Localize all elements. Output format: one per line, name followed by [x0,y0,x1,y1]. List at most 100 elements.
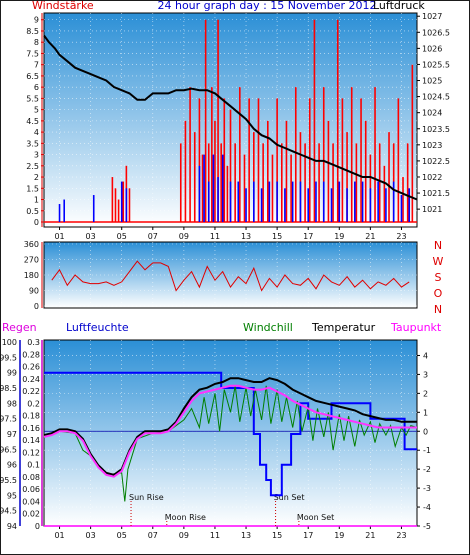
x-tick-label: 21 [365,531,375,540]
compass-label: O [434,287,443,300]
wind-axis-tick-label: 6.5 [26,72,39,81]
sun-moon-marker-label: Sun Set [274,493,305,502]
wind-axis-tick-label: 0.5 [26,207,39,216]
x-tick-label: 13 [241,232,251,241]
x-tick-label: 19 [334,232,344,241]
direction-axis-tick-label: 0 [34,302,39,311]
wind-axis-tick-label: 7.5 [26,49,39,58]
rain-axis-tick-label: 0.02 [22,510,40,519]
x-tick-label: 11 [210,531,220,540]
wind-direction-line [51,260,410,292]
wind-axis-tick-label: 1.5 [26,184,39,193]
x-tick-label: 03 [86,531,96,540]
pressure-axis-tick-label: 1021 [422,205,442,214]
temperature-humidity-plot: 01 03 05 07 09 11 13 15 17 19 21 23-5-4-3-2-1012349… [0,338,431,540]
humidity-axis-tick-label: 98 [7,399,17,408]
humidity-axis-tick-label: 95 [7,491,17,500]
wind-pressure-plot: 01 03 05 07 09 11 13 15 17 19 21 23 0 0.5 1 1.5 2 2.5 3 3.5… [26,12,450,241]
rain-axis-tick-label: 0.3 [27,338,40,347]
temp-axis-tick-label: -5 [423,522,431,531]
temp-axis-tick-label: -3 [423,484,431,493]
wind-axis-tick-label: 6 [34,83,39,92]
pressure-axis-tick-label: 1021.5 [422,189,450,198]
rain-axis-tick-label: 0.26 [22,363,40,372]
pressure-axis-tick-label: 1025.5 [422,60,450,69]
wind-axis-tick-label: 4.5 [26,117,39,126]
pressure-axis-tick-label: 1024.5 [422,93,450,102]
rain-axis-tick-label: 0.06 [22,485,40,494]
pressure-axis-tick-label: 1026 [422,44,442,53]
wind-axis-tick-label: 3.5 [26,139,39,148]
rain-axis-tick-label: 0.04 [22,497,40,506]
x-tick-label: 09 [179,531,189,540]
wind-axis-tick-label: 9 [34,16,39,25]
temp-axis-tick-label: 0 [423,427,428,436]
rain-axis-tick-label: 0.24 [22,375,40,384]
pressure-axis-tick-label: 1025 [422,77,442,86]
x-tick-label: 21 [365,232,375,241]
wind-axis-label: Windstärke [32,0,94,12]
humidity-axis-tick-label: 94.5 [0,507,17,516]
wind-axis-tick-label: 8 [34,38,39,47]
pressure-axis-tick-label: 1026.5 [422,28,450,37]
sun-moon-marker-label: Moon Rise [165,513,206,522]
humidity-axis-tick-label: 97 [7,430,17,439]
chart-title: 24 hour graph day : 15 November 2012 [157,0,376,12]
pressure-axis-label: Luftdruck [373,0,425,12]
temp-panel-bg [43,339,418,527]
rain-axis-tick-label: 0.28 [22,350,40,359]
sun-moon-marker-label: Sun Rise [129,493,164,502]
dewpoint-legend: Taupunkt [390,321,442,334]
x-tick-label: 05 [117,232,127,241]
rain-axis-tick-label: 0.16 [22,424,40,433]
humidity-axis-tick-label: 100 [2,338,17,347]
temp-axis-tick-label: 1 [423,408,428,417]
rain-axis-tick-label: 0.12 [22,448,40,457]
pressure-axis-tick-label: 1027 [422,12,442,21]
wind-axis-tick-label: 5 [34,106,39,115]
humidity-axis-tick-label: 99.5 [0,353,17,362]
x-tick-label: 11 [210,232,220,241]
pressure-line [43,34,418,201]
direction-axis-tick-label: 180 [24,271,39,280]
pressure-axis-tick-label: 1023 [422,141,442,150]
temperature-legend: Temperatur [311,321,376,334]
windchill-legend: Windchill [243,321,293,334]
rain-axis-tick-label: 0.08 [22,473,40,482]
humidity-axis-tick-label: 96.5 [0,445,17,454]
wind-axis-tick-label: 4 [34,128,39,137]
pressure-axis-tick-label: 1022.5 [422,157,450,166]
rain-axis-tick-label: 0 [35,522,40,531]
windchill-line [43,385,418,502]
rain-axis-tick-label: 0.22 [22,387,40,396]
humidity-axis-tick-label: 99 [7,369,17,378]
x-tick-label: 19 [334,531,344,540]
direction-panel-bg [43,241,418,309]
x-tick-label: 03 [86,232,96,241]
rain-axis-tick-label: 0.14 [22,436,40,445]
compass-label: S [435,271,442,284]
humidity-axis-tick-label: 97.5 [0,415,17,424]
x-tick-label: 09 [179,232,189,241]
pressure-axis-tick-label: 1022 [422,173,442,182]
x-tick-label: 07 [148,531,158,540]
compass-label: W [433,255,444,268]
x-tick-label: 01 [54,531,64,540]
temp-axis-tick-label: -2 [423,465,431,474]
x-tick-label: 17 [303,232,313,241]
x-tick-label: 01 [54,232,64,241]
x-tick-label: 17 [303,531,313,540]
temp-axis-tick-label: -1 [423,446,431,455]
direction-axis-tick-label: 270 [24,256,39,265]
direction-axis-tick-label: 360 [24,240,39,249]
direction-axis-tick-label: 90 [29,287,39,296]
pressure-axis-tick-label: 1024 [422,109,442,118]
wind-axis-tick-label: 2 [34,173,39,182]
pressure-axis-tick-label: 1023.5 [422,125,450,134]
x-tick-label: 05 [117,531,127,540]
x-tick-label: 23 [396,531,406,540]
rain-axis-tick-label: 0.1 [27,461,40,470]
temp-axis-tick-label: 2 [423,389,428,398]
